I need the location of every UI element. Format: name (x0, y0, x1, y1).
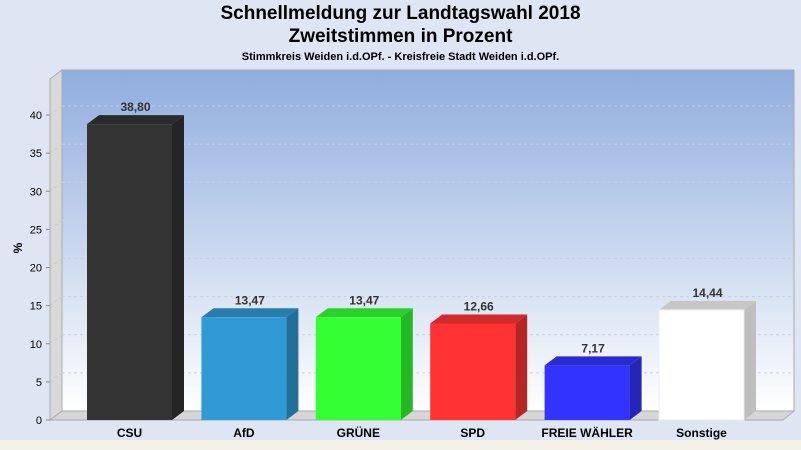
bar-side (400, 308, 413, 420)
x-tick-label: AfD (233, 426, 255, 440)
data-label: 13,47 (235, 293, 265, 307)
y-axis-label: % (11, 242, 25, 253)
bar (201, 317, 287, 420)
x-tick-label: FREIE WÄHLER (541, 425, 633, 440)
y-tick-label: 10 (30, 339, 42, 351)
chart-subtitle-2: Stimmkreis Weiden i.d.OPf. - Kreisfreie … (241, 51, 560, 63)
data-label: 38,80 (120, 100, 150, 114)
data-label: 12,66 (464, 299, 494, 313)
grid-line (49, 143, 63, 154)
y-tick-label: 15 (30, 301, 42, 313)
plot-left-wall (49, 69, 63, 421)
grid-line (49, 105, 63, 116)
data-label: 13,47 (349, 293, 379, 307)
bar-top (201, 308, 299, 318)
y-tick-label: 40 (30, 110, 42, 122)
bar-side (286, 308, 299, 420)
y-tick-label: 5 (36, 377, 42, 389)
bar-side (744, 300, 756, 420)
data-label: 7,17 (581, 341, 605, 355)
bar-top (87, 115, 184, 125)
bar (87, 124, 172, 421)
bar-top (430, 314, 528, 324)
bar-top (315, 308, 413, 318)
bar-side (629, 356, 642, 420)
bar (658, 309, 745, 421)
bar (430, 323, 516, 420)
y-tick-label: 20 (30, 263, 42, 275)
chart-subtitle: Zweitstimmen in Prozent (288, 26, 513, 47)
x-tick-label: CSU (117, 426, 142, 440)
y-tick-label: 25 (30, 224, 42, 236)
y-tick-label: 35 (30, 148, 42, 160)
y-tick-label: 0 (36, 415, 42, 427)
bar (544, 365, 630, 420)
grid-line (49, 296, 63, 307)
bar-top (659, 300, 756, 310)
bar (315, 317, 401, 420)
grid-line (49, 334, 63, 345)
y-tick-label: 30 (30, 186, 42, 198)
chart-title: Schnellmeldung zur Landtagswahl 2018 (220, 3, 581, 24)
grid-line (49, 181, 63, 192)
bar-side (515, 314, 528, 420)
x-tick-label: GRÜNE (337, 425, 380, 440)
grid-line (49, 219, 63, 230)
bar-top (544, 356, 642, 366)
grid-line (49, 258, 63, 268)
bar-side (172, 115, 184, 421)
x-tick-label: Sonstige (676, 426, 727, 440)
footer-strip (0, 440, 801, 450)
x-tick-label: SPD (460, 426, 485, 440)
grid-line (49, 372, 63, 383)
data-label: 14,44 (692, 286, 722, 300)
